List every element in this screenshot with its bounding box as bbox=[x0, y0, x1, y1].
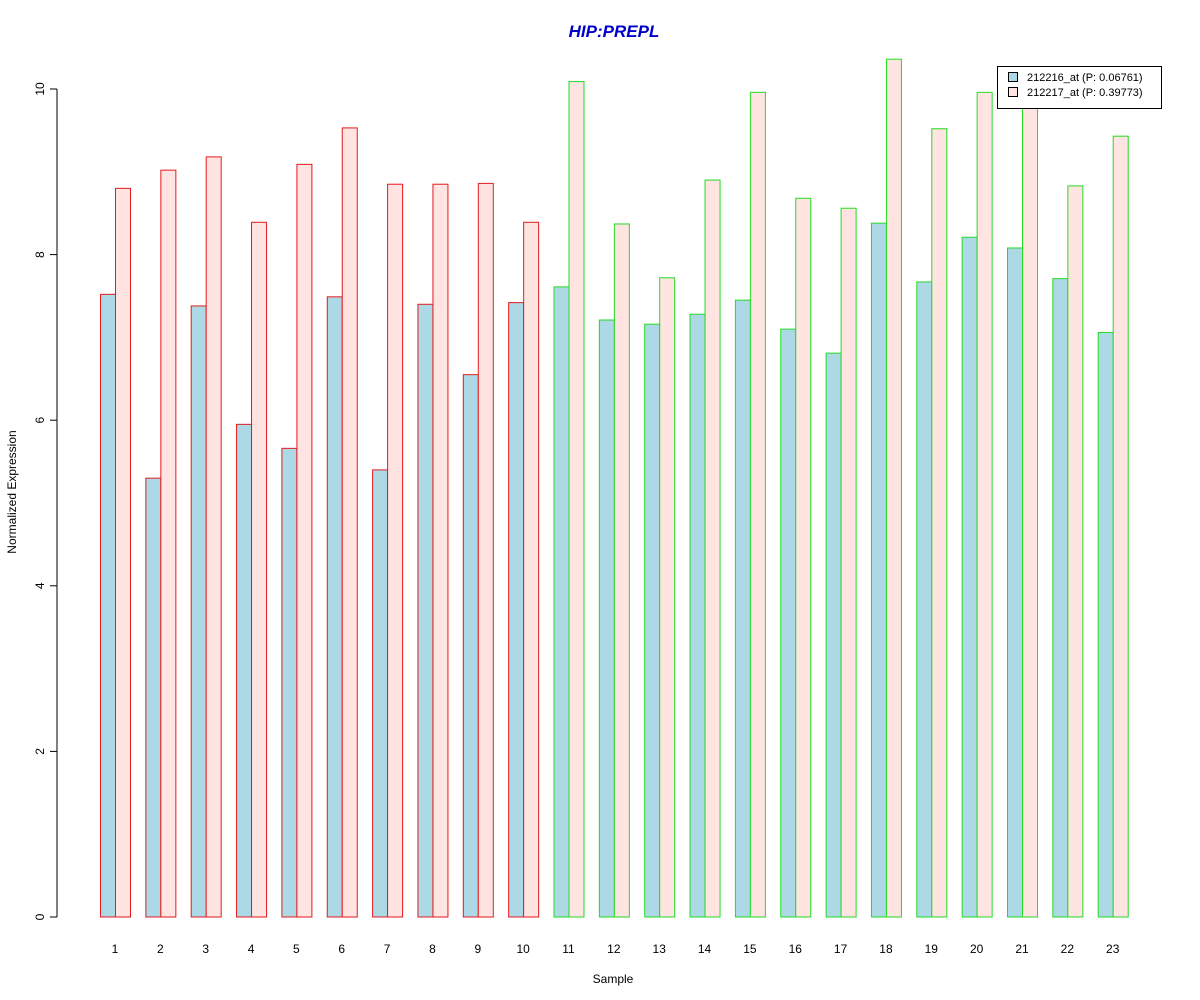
bar-series-1-sample-4 bbox=[236, 423, 253, 918]
x-tick-label: 11 bbox=[562, 942, 575, 956]
y-axis: 0 2 4 6 8 10 bbox=[33, 82, 58, 920]
bar-series-2-sample-8 bbox=[432, 183, 449, 918]
x-tick-label: 7 bbox=[384, 942, 391, 956]
legend-entry-label: 212217_at (P: 0.39773) bbox=[1027, 87, 1143, 99]
x-axis-label: Sample bbox=[593, 972, 634, 986]
bar-series-2-sample-14 bbox=[704, 179, 721, 918]
x-tick-label: 8 bbox=[429, 942, 436, 956]
bar-series-1-sample-14 bbox=[689, 313, 706, 918]
bar-series-2-sample-20 bbox=[976, 91, 993, 918]
bar-series-2-sample-15 bbox=[749, 91, 766, 918]
bar-series-2-sample-10 bbox=[523, 221, 540, 918]
x-tick-label: 4 bbox=[248, 942, 255, 956]
bar-series-2-sample-7 bbox=[387, 183, 404, 918]
y-tick-label: 10 bbox=[33, 82, 47, 96]
bar-series-2-sample-18 bbox=[885, 58, 902, 918]
x-tick-label: 6 bbox=[338, 942, 345, 956]
bar-series-1-sample-18 bbox=[870, 222, 887, 918]
bar-series-1-sample-9 bbox=[462, 374, 479, 918]
bar-series-1-sample-6 bbox=[326, 296, 343, 918]
bar-series-1-sample-2 bbox=[145, 477, 162, 918]
legend-swatch bbox=[1008, 72, 1018, 82]
bar-series-1-sample-21 bbox=[1007, 247, 1023, 918]
bar-series-2-sample-11 bbox=[568, 81, 585, 918]
x-tick-label: 9 bbox=[474, 942, 481, 956]
x-tick-label: 21 bbox=[1015, 942, 1029, 956]
bar-series-1-sample-17 bbox=[825, 352, 842, 918]
bar-series-2-sample-2 bbox=[160, 169, 177, 918]
bar-series-2-sample-21 bbox=[1022, 105, 1038, 918]
bar-series-1-sample-16 bbox=[780, 328, 797, 918]
bar-series-1-sample-5 bbox=[281, 447, 298, 918]
y-tick-label: 4 bbox=[33, 582, 47, 589]
bar-series-2-sample-22 bbox=[1067, 185, 1084, 918]
x-tick-label: 22 bbox=[1061, 942, 1075, 956]
bar-series-2-sample-9 bbox=[477, 182, 494, 918]
bar-series-2-sample-5 bbox=[296, 163, 313, 918]
bar-series-2-sample-3 bbox=[205, 156, 222, 918]
bar-series-2-sample-4 bbox=[251, 221, 268, 918]
y-tick-label: 6 bbox=[33, 417, 47, 424]
bar-series-2-sample-23 bbox=[1112, 135, 1129, 918]
bar-series-1-sample-19 bbox=[916, 281, 933, 918]
bar-series-2-sample-12 bbox=[613, 223, 630, 918]
x-tick-labels: 1 2 3 4 5 6 7 8 9 10 11 12 13 14 15 16 17 18 19 20 21 22 23 bbox=[112, 942, 1120, 956]
bar-series-2-sample-17 bbox=[840, 207, 857, 918]
x-tick-label: 23 bbox=[1106, 942, 1120, 956]
x-tick-label: 16 bbox=[789, 942, 803, 956]
legend: 212216_at (P: 0.06761) 212217_at (P: 0.39… bbox=[997, 66, 1162, 109]
x-tick-label: 14 bbox=[698, 942, 712, 956]
x-tick-label: 18 bbox=[879, 942, 893, 956]
bars-group bbox=[100, 58, 1129, 918]
bar-series-1-sample-13 bbox=[644, 323, 661, 918]
x-tick-label: 10 bbox=[516, 942, 530, 956]
y-axis-label: Normalized Expression bbox=[5, 430, 19, 553]
bar-series-2-sample-16 bbox=[795, 197, 812, 918]
x-tick-label: 13 bbox=[653, 942, 667, 956]
bar-series-2-sample-19 bbox=[931, 128, 948, 918]
bar-series-1-sample-15 bbox=[734, 299, 751, 918]
x-tick-label: 5 bbox=[293, 942, 300, 956]
x-tick-label: 19 bbox=[925, 942, 939, 956]
x-tick-label: 12 bbox=[607, 942, 621, 956]
x-tick-label: 3 bbox=[202, 942, 209, 956]
chart-title: HIP:PREPL bbox=[569, 22, 660, 41]
y-tick-label: 2 bbox=[33, 748, 47, 755]
bar-series-2-sample-6 bbox=[341, 127, 358, 918]
bar-series-2-sample-1 bbox=[115, 187, 131, 918]
bar-series-1-sample-1 bbox=[100, 293, 116, 918]
bar-series-1-sample-20 bbox=[961, 236, 978, 918]
legend-swatch bbox=[1008, 87, 1018, 97]
legend-entry-label: 212216_at (P: 0.06761) bbox=[1027, 72, 1143, 84]
bar-series-1-sample-22 bbox=[1052, 278, 1069, 918]
x-tick-label: 20 bbox=[970, 942, 984, 956]
bar-series-1-sample-23 bbox=[1097, 331, 1114, 918]
bar-series-1-sample-11 bbox=[553, 286, 570, 918]
bar-series-1-sample-10 bbox=[508, 302, 525, 918]
x-tick-label: 15 bbox=[743, 942, 757, 956]
y-tick-label: 0 bbox=[33, 913, 47, 920]
x-tick-label: 2 bbox=[157, 942, 164, 956]
bar-series-1-sample-7 bbox=[372, 469, 389, 918]
x-tick-label: 17 bbox=[834, 942, 848, 956]
bar-series-1-sample-8 bbox=[417, 303, 434, 918]
legend-box bbox=[997, 66, 1162, 109]
y-tick-label: 8 bbox=[33, 251, 47, 258]
x-tick-label: 1 bbox=[112, 942, 119, 956]
bar-series-2-sample-13 bbox=[659, 277, 676, 918]
bar-series-1-sample-12 bbox=[598, 319, 615, 918]
bar-series-1-sample-3 bbox=[190, 305, 207, 918]
